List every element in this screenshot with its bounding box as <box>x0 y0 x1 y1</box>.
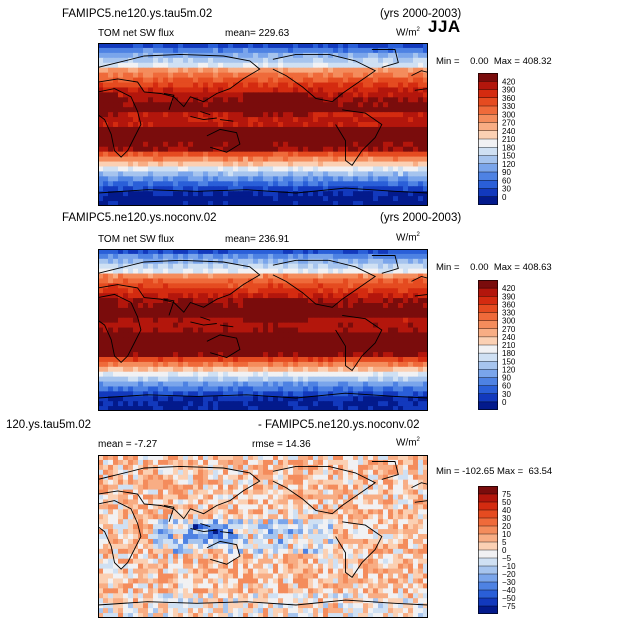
panel3-colorbar-swatch <box>478 542 498 550</box>
panel1-colorbar-swatch <box>478 156 498 165</box>
panel3-colorbar-swatch <box>478 510 498 518</box>
panel2-colorbar-swatch <box>478 353 498 362</box>
panel2-colorbar-swatch <box>478 321 498 330</box>
panel1-colorbar-swatch <box>478 180 498 189</box>
panel1-colorbar-swatch <box>478 98 498 107</box>
panel1-colorbar-swatch <box>478 189 498 198</box>
panel2-colorbar-swatch <box>478 386 498 395</box>
panel2-colorbar-swatch <box>478 296 498 305</box>
panel3-units: W/m2 <box>396 437 420 448</box>
panel3-colorbar-swatch <box>478 526 498 534</box>
panel1-map <box>98 43 428 206</box>
panel2-colorbar-swatch <box>478 378 498 387</box>
panel1-colorbar-swatch <box>478 123 498 132</box>
season-label: JJA <box>428 17 461 37</box>
panel3-colorbar-tick-label: −75 <box>502 602 516 611</box>
panel2-colorbar-swatch <box>478 304 498 313</box>
panel2-colorbar-swatch <box>478 402 498 410</box>
panel3-colorbar-swatch <box>478 534 498 542</box>
panel3-case-title-right: - FAMIPC5.ne120.ys.noconv.02 <box>258 419 420 431</box>
panel3-colorbar-swatch <box>478 574 498 582</box>
panel3-colorbar-swatch <box>478 558 498 566</box>
panel1-colorbar-swatch <box>478 197 498 205</box>
panel2-colorbar: 4203903603303002702402101801501209060300 <box>478 280 538 410</box>
panel2-colorbar-swatch <box>478 369 498 378</box>
panel3-colorbar-swatch <box>478 606 498 614</box>
panel3-colorbar-swatch <box>478 518 498 526</box>
panel1-colorbar-swatch <box>478 90 498 99</box>
panel2-mean: mean= 236.91 <box>225 234 289 245</box>
panel2-colorbar-swatch <box>478 345 498 354</box>
panel1-map-cells <box>98 43 428 206</box>
panel3-mean: mean = -7.27 <box>98 439 157 450</box>
panel1-colorbar-swatch <box>478 81 498 90</box>
panel2-colorbar-swatch <box>478 313 498 322</box>
panel2-colorbar-tick-label: 0 <box>502 398 507 407</box>
panel3-colorbar-swatch <box>478 486 498 494</box>
panel3-map <box>98 455 428 618</box>
panel1-colorbar-swatch <box>478 164 498 173</box>
panel3-colorbar-swatch <box>478 598 498 606</box>
panel1-colorbar-swatch <box>478 139 498 148</box>
panel2-units: W/m2 <box>396 232 420 243</box>
panel1-years: (yrs 2000-2003) <box>380 8 461 20</box>
panel3-minmax: Min = -102.65 Max = 63.54 <box>436 466 552 477</box>
panel2-colorbar-swatch <box>478 337 498 346</box>
panel2-variable: TOM net SW flux <box>98 234 174 245</box>
panel1-colorbar-swatch <box>478 172 498 181</box>
panel3-colorbar: 75504030201050−5−10−20−30−40−50−75 <box>478 486 538 614</box>
panel2-colorbar-swatch <box>478 288 498 297</box>
panel3-colorbar-swatch <box>478 590 498 598</box>
panel1-minmax: Min = 0.00 Max = 408.32 <box>436 56 552 67</box>
panel2-case-title: FAMIPC5.ne120.ys.noconv.02 <box>62 212 217 224</box>
panel3-colorbar-swatch <box>478 502 498 510</box>
panel2-minmax: Min = 0.00 Max = 408.63 <box>436 262 552 273</box>
panel3-colorbar-swatch <box>478 566 498 574</box>
panel1-mean: mean= 229.63 <box>225 28 289 39</box>
panel2-colorbar-swatch <box>478 329 498 338</box>
panel3-case-title-left: 120.ys.tau5m.02 <box>6 419 91 431</box>
panel1-colorbar-swatch <box>478 131 498 140</box>
panel3-map-cells <box>98 455 428 618</box>
panel1-colorbar-swatch <box>478 73 498 82</box>
panel3-colorbar-swatch <box>478 550 498 558</box>
panel1-colorbar-swatch <box>478 106 498 115</box>
panel2-map <box>98 249 428 411</box>
panel2-years: (yrs 2000-2003) <box>380 212 461 224</box>
panel3-rmse: rmse = 14.36 <box>252 439 311 450</box>
panel2-map-cells <box>98 249 428 411</box>
panel1-case-title: FAMIPC5.ne120.ys.tau5m.02 <box>62 8 212 20</box>
panel1-colorbar-swatch <box>478 147 498 156</box>
panel3-colorbar-swatch <box>478 494 498 502</box>
panel3-colorbar-swatch <box>478 582 498 590</box>
panel1-colorbar: 4203903603303002702402101801501209060300 <box>478 73 538 205</box>
panel1-variable: TOM net SW flux <box>98 28 174 39</box>
panel2-colorbar-swatch <box>478 280 498 289</box>
panel1-colorbar-swatch <box>478 114 498 123</box>
panel2-colorbar-swatch <box>478 394 498 403</box>
panel1-colorbar-tick-label: 0 <box>502 193 507 202</box>
panel2-colorbar-swatch <box>478 361 498 370</box>
panel1-units: W/m2 <box>396 27 420 38</box>
